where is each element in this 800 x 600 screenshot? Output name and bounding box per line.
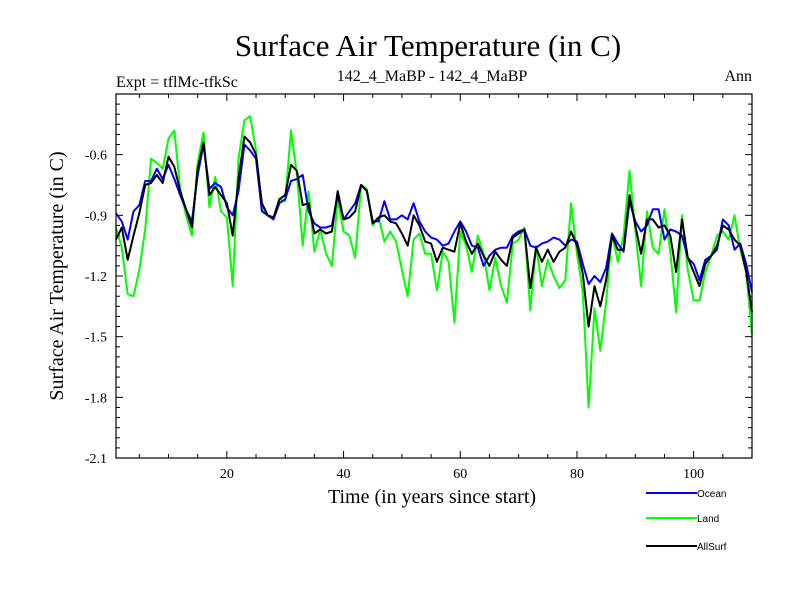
x-tick-label: 40 [337,467,351,482]
period-label: 142_4_MaBP - 142_4_MaBP [337,68,528,85]
legend: Ocean Land AllSurf [646,489,727,553]
x-tick-label: 80 [570,467,584,482]
experiment-label: Expt = tflMc-tfkSc [116,74,238,91]
y-tick-label: -1.8 [85,391,107,406]
legend-label-ocean: Ocean [697,489,726,500]
y-tick-label: -1.5 [85,331,107,346]
annual-label: Ann [724,68,752,85]
legend-label-allsurf: AllSurf [697,542,727,553]
series-line-land [115,115,753,409]
y-tick-label: -2.1 [85,452,107,467]
x-axis-label: Time (in years since start) [328,486,536,508]
legend-label-land: Land [697,514,719,525]
plot-frame [115,93,753,459]
series-line-allsurf [115,135,753,328]
plot-area: 20 40 60 80 100 -2.1 -1.8 -1.5 -1.2 -0.9 -0.6 [85,93,753,482]
x-tick-label: 100 [683,467,704,482]
y-axis-label: Surface Air Temperature (in C) [46,151,68,400]
x-tick-label: 60 [453,467,467,482]
y-tick-label: -0.6 [85,149,107,164]
y-tick-label: -0.9 [85,209,107,224]
y-tick-label: -1.2 [85,270,107,285]
x-tick-label: 20 [220,467,234,482]
chart-title: Surface Air Temperature (in C) [235,28,621,63]
